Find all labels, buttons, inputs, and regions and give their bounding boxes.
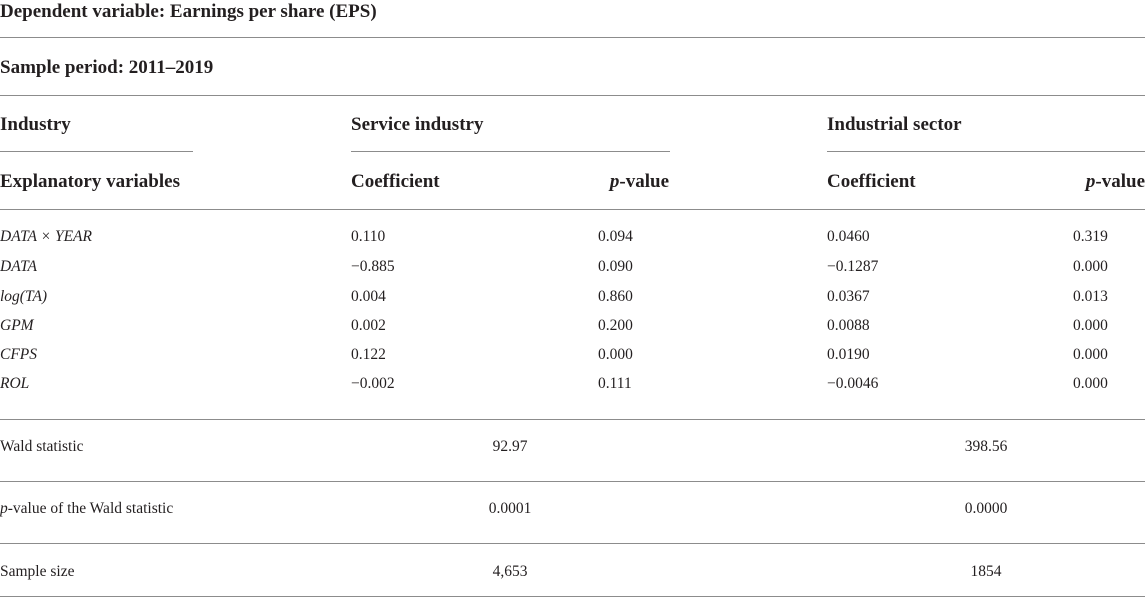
service-coefficient: 0.004 <box>351 288 386 305</box>
sample-size-service: 4,653 <box>492 563 528 580</box>
sample-period: Sample period: 2011–2019 <box>0 57 214 78</box>
industrial-pvalue-header: p-value <box>1085 171 1145 192</box>
wald-pvalue-service: 0.0001 <box>488 500 532 517</box>
service-coefficient-header: Coefficient <box>351 171 440 192</box>
table-title: Dependent variable: Earnings per share (… <box>0 1 377 22</box>
service-coefficient: −0.002 <box>351 375 395 392</box>
industrial-pvalue: 0.000 <box>1073 375 1108 392</box>
service-pvalue: 0.200 <box>598 317 633 334</box>
industrial-pvalue: 0.013 <box>1073 288 1108 305</box>
variable-name: DATA <box>0 258 38 275</box>
industrial-coefficient: 0.0190 <box>827 346 870 363</box>
service-coefficient: −0.885 <box>351 258 395 275</box>
divider <box>0 209 1145 210</box>
wald-pvalue-industrial: 0.0000 <box>964 500 1008 517</box>
wald-statistic-service: 92.97 <box>492 438 528 455</box>
wald-statistic-label: Wald statistic <box>0 438 84 455</box>
industrial-underline <box>827 151 1145 152</box>
divider <box>0 37 1145 38</box>
industrial-pvalue: 0.319 <box>1073 228 1108 245</box>
service-pvalue: 0.000 <box>598 346 633 363</box>
sample-size-industrial: 1854 <box>970 563 1002 580</box>
service-pvalue: 0.860 <box>598 288 633 305</box>
service-underline <box>351 151 670 152</box>
variable-name: DATA × YEAR <box>0 228 92 245</box>
divider <box>0 596 1145 597</box>
industrial-pvalue: 0.000 <box>1073 346 1108 363</box>
explanatory-variables-header: Explanatory variables <box>0 171 180 192</box>
industrial-coefficient: −0.1287 <box>827 258 879 275</box>
industrial-coefficient: 0.0088 <box>827 317 870 334</box>
divider <box>0 481 1145 482</box>
service-pvalue-header: p-value <box>609 171 669 192</box>
wald-pvalue-label: p-value of the Wald statistic <box>0 500 174 517</box>
divider <box>0 419 1145 420</box>
variable-name: ROL <box>0 375 30 392</box>
variable-name: log(TA) <box>0 288 48 305</box>
service-industry-header: Service industry <box>351 114 484 135</box>
industrial-coefficient-header: Coefficient <box>827 171 916 192</box>
industrial-coefficient: 0.0367 <box>827 288 870 305</box>
industrial-coefficient: 0.0460 <box>827 228 870 245</box>
industry-underline <box>0 151 193 152</box>
industrial-coefficient: −0.0046 <box>827 375 879 392</box>
service-coefficient: 0.110 <box>351 228 386 245</box>
service-pvalue: 0.090 <box>598 258 633 275</box>
variable-name: CFPS <box>0 346 38 363</box>
industry-header: Industry <box>0 114 71 135</box>
service-pvalue: 0.111 <box>598 375 632 392</box>
sample-size-label: Sample size <box>0 563 75 580</box>
industrial-sector-header: Industrial sector <box>827 114 962 135</box>
service-coefficient: 0.122 <box>351 346 386 363</box>
industrial-pvalue: 0.000 <box>1073 317 1108 334</box>
industrial-pvalue: 0.000 <box>1073 258 1108 275</box>
variable-name: GPM <box>0 317 34 334</box>
service-coefficient: 0.002 <box>351 317 386 334</box>
divider <box>0 95 1145 96</box>
wald-statistic-industrial: 398.56 <box>964 438 1008 455</box>
divider <box>0 543 1145 544</box>
service-pvalue: 0.094 <box>598 228 633 245</box>
